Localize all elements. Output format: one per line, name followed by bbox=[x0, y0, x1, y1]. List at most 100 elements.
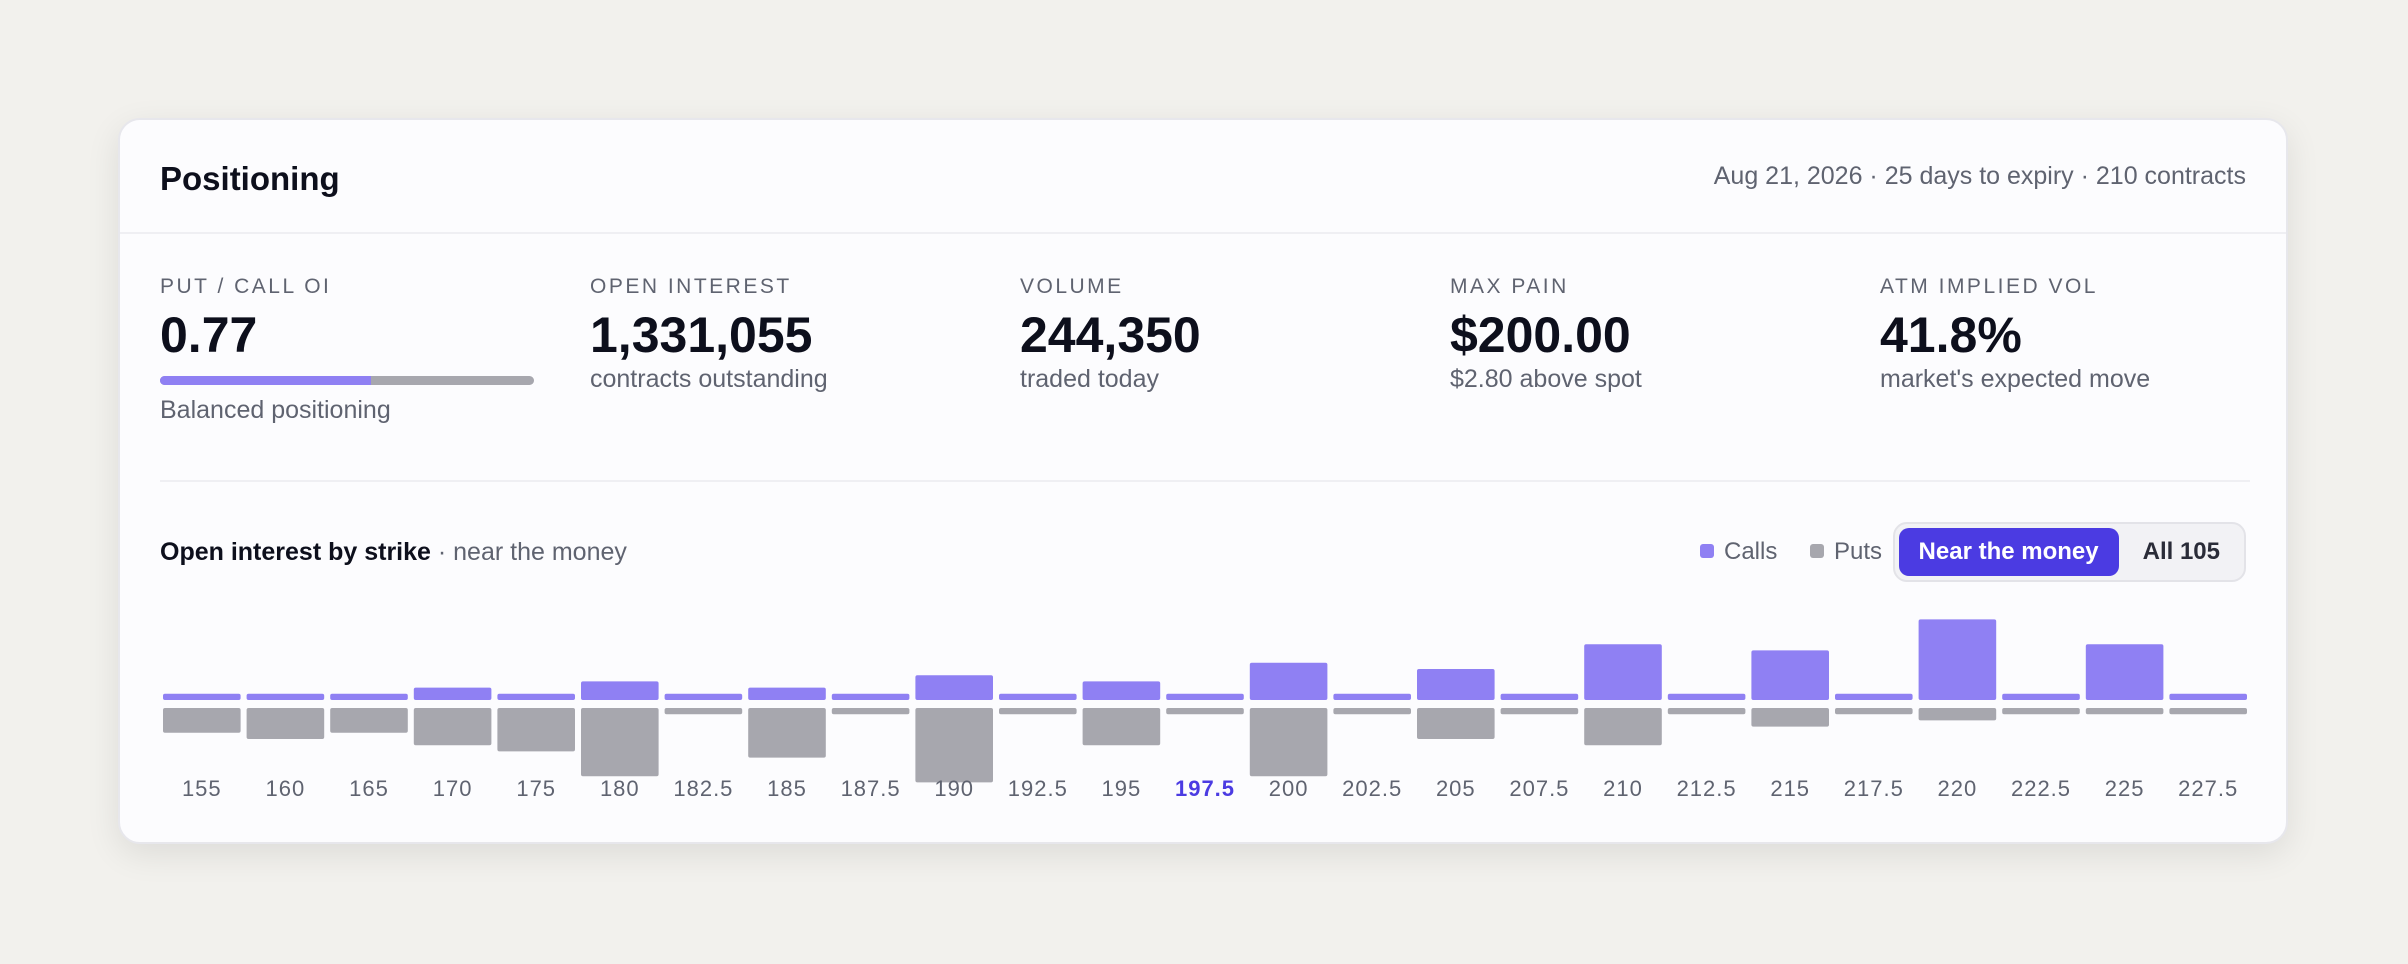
stat-label: PUT / CALL OI bbox=[160, 275, 332, 298]
strike-tick-label: 207.5 bbox=[1509, 776, 1569, 801]
calls-bar bbox=[330, 693, 408, 700]
chart-title-subtitle: · near the money bbox=[430, 538, 627, 566]
calls-bar bbox=[1751, 650, 1829, 700]
strike-tick-label: 227.5 bbox=[2178, 776, 2238, 801]
stat-value: 1,331,055 bbox=[590, 307, 813, 363]
strike-tick-label: 217.5 bbox=[1844, 776, 1904, 801]
oi-by-strike-chart: 155 160 165 170 175 180 182.5 185 187.5 190 192.5 1… bbox=[163, 619, 2247, 801]
stat-max-pain: MAX PAIN $200.00 $2.80 above spot bbox=[1450, 274, 1850, 394]
stat-sub: contracts outstanding bbox=[590, 365, 828, 393]
puts-bar bbox=[1751, 708, 1829, 727]
calls-bar bbox=[831, 693, 910, 700]
calls-bar bbox=[748, 687, 826, 700]
puts-swatch-icon bbox=[1810, 544, 1825, 558]
puts-bar bbox=[1918, 708, 1997, 721]
puts-bar bbox=[246, 708, 325, 739]
puts-bar bbox=[664, 708, 743, 715]
puts-bar bbox=[1584, 708, 1662, 746]
strike-tick-label: 220 bbox=[1938, 776, 1978, 801]
strike-tick-label: 202.5 bbox=[1342, 776, 1402, 801]
calls-bar bbox=[1082, 681, 1161, 700]
strike-tick-label: 212.5 bbox=[1677, 776, 1737, 801]
strike-tick-label: 195 bbox=[1102, 776, 1142, 801]
put-call-bar bbox=[160, 376, 534, 385]
calls-bar bbox=[1249, 662, 1328, 700]
stat-sub: market's expected move bbox=[1880, 365, 2151, 393]
strike-tick-label: 222.5 bbox=[2011, 776, 2071, 801]
strike-tick-label: 165 bbox=[349, 776, 389, 801]
stats-row: PUT / CALL OI 0.77 Balanced positioning … bbox=[160, 274, 2250, 444]
expiry-meta: Aug 21, 2026 · 25 days to expiry · 210 c… bbox=[1713, 162, 2246, 190]
puts-bar bbox=[831, 708, 910, 715]
strike-tick-label: 182.5 bbox=[673, 776, 733, 801]
strike-tick-label: 200 bbox=[1269, 776, 1309, 801]
strike-tick-label: 155 bbox=[182, 776, 222, 801]
legend-calls-label: Calls bbox=[1724, 538, 1778, 565]
chart-title-main: Open interest by strike bbox=[160, 538, 431, 566]
calls-bar bbox=[246, 693, 325, 700]
calls-bar bbox=[1166, 693, 1244, 700]
calls-bar bbox=[1918, 619, 1997, 700]
stat-sub: traded today bbox=[1020, 365, 1159, 393]
stat-volume: VOLUME 244,350 traded today bbox=[1020, 274, 1420, 394]
puts-bar bbox=[1333, 708, 1411, 715]
puts-bar bbox=[1500, 708, 1579, 715]
calls-bar bbox=[2085, 644, 2164, 700]
calls-bar bbox=[581, 681, 659, 700]
calls-bar bbox=[1667, 693, 1746, 700]
stat-atm-iv: ATM IMPLIED VOL 41.8% market's expected … bbox=[1880, 274, 2280, 394]
calls-bar bbox=[1835, 693, 1913, 700]
calls-bar bbox=[163, 693, 241, 700]
calls-bar bbox=[1333, 693, 1411, 700]
stat-value: 41.8% bbox=[1880, 307, 2022, 363]
calls-bar bbox=[497, 693, 575, 700]
calls-bar bbox=[1584, 644, 1662, 700]
strike-tick-label: 170 bbox=[433, 776, 473, 801]
stat-value: $200.00 bbox=[1450, 307, 1631, 363]
stat-label: VOLUME bbox=[1020, 275, 1124, 298]
calls-bar bbox=[1500, 693, 1579, 700]
calls-bar bbox=[664, 693, 743, 700]
strike-tick-label: 210 bbox=[1603, 776, 1643, 801]
puts-bar bbox=[163, 708, 241, 733]
section-divider bbox=[160, 480, 2250, 482]
calls-bar bbox=[2002, 693, 2080, 700]
positioning-card: Positioning Aug 21, 2026 · 25 days to ex… bbox=[118, 118, 2288, 844]
put-call-bar-fill bbox=[160, 376, 372, 385]
chart-legend: Calls Puts bbox=[1700, 538, 1908, 566]
calls-bar bbox=[413, 687, 492, 700]
strike-tick-label: 205 bbox=[1436, 776, 1476, 801]
puts-bar bbox=[2002, 708, 2080, 715]
strike-tick-label: 187.5 bbox=[841, 776, 901, 801]
calls-bar bbox=[915, 675, 993, 700]
puts-bar bbox=[1417, 708, 1495, 739]
strike-tick-label: 197.5 bbox=[1175, 776, 1235, 801]
card-title: Positioning bbox=[160, 160, 340, 197]
near-the-money-button[interactable]: Near the money bbox=[1898, 528, 2119, 576]
chart-title: Open interest by strike · near the money bbox=[160, 538, 627, 567]
puts-bar bbox=[999, 708, 1077, 715]
stat-open-interest: OPEN INTEREST 1,331,055 contracts outsta… bbox=[590, 274, 990, 394]
legend-calls: Calls bbox=[1700, 538, 1777, 566]
stat-put-call: PUT / CALL OI 0.77 Balanced positioning bbox=[160, 274, 560, 425]
puts-bar bbox=[330, 708, 408, 733]
all-strikes-button[interactable]: All 105 bbox=[2142, 538, 2220, 565]
stat-sub: $2.80 above spot bbox=[1450, 365, 1642, 393]
puts-bar bbox=[497, 708, 575, 752]
puts-bar bbox=[1082, 708, 1161, 746]
calls-bar bbox=[1417, 669, 1495, 700]
strike-tick-label: 215 bbox=[1770, 776, 1810, 801]
strike-tick-label: 175 bbox=[516, 776, 556, 801]
calls-bar bbox=[999, 693, 1077, 700]
puts-bar bbox=[915, 708, 993, 783]
strike-range-toggle: Near the money All 105 bbox=[1892, 522, 2246, 582]
strike-tick-label: 192.5 bbox=[1008, 776, 1068, 801]
puts-bar bbox=[413, 708, 492, 746]
stat-value: 244,350 bbox=[1020, 307, 1201, 363]
puts-bar bbox=[1249, 708, 1328, 777]
legend-puts-label: Puts bbox=[1834, 538, 1883, 565]
puts-bar bbox=[581, 708, 659, 777]
puts-bar bbox=[1667, 708, 1746, 715]
legend-puts: Puts bbox=[1810, 538, 1882, 566]
puts-bar bbox=[1166, 708, 1244, 715]
